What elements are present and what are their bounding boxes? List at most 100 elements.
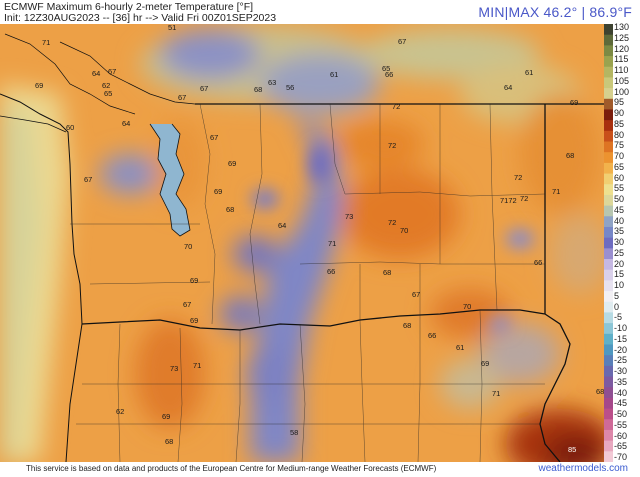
min-max-readout: MIN|MAX 46.2° | 86.9°F [478,4,632,20]
colorbar-tick-label: 5 [614,290,620,301]
colorbar-swatch [604,387,613,399]
map-value-label: 67 [178,93,187,102]
colorbar-tick-label: 35 [614,226,625,237]
colorbar-swatch [604,184,613,196]
colorbar-swatch [604,56,613,68]
map-value-label: 51 [168,24,177,32]
map-value-label: 69 [214,187,223,196]
colorbar-swatch [604,344,613,356]
map-value-label: 61 [525,68,534,77]
map-value-label: 66 [327,267,336,276]
map-value-label: 69 [190,276,199,285]
colorbar-tick-label: -15 [614,333,628,344]
map-value-label: 64 [122,119,131,128]
temperature-field [0,24,604,462]
colorbar-swatch [604,408,613,420]
map-value-label: 62 [116,407,125,416]
colorbar-tick-label: 10 [614,280,625,290]
colorbar-tick-label: 130 [614,22,630,32]
colorbar-swatch [604,45,613,57]
colorbar-tick-label: -55 [614,419,628,430]
map-value-label: 72 [514,173,523,182]
colorbar-tick-label: 50 [614,194,625,204]
map-value-label: 64 [92,69,101,78]
colorbar-tick-label: 85 [614,118,625,129]
colorbar-tick-label: 15 [614,269,625,280]
colorbar-swatch [604,194,613,207]
map-value-label: 72 [392,102,401,111]
map-value-label: 69 [35,81,44,90]
colorbar-tick-label: 30 [614,237,625,247]
colorbar-swatch [604,98,613,110]
colorbar-swatch [604,333,613,345]
colorbar-strip [604,24,613,462]
map-value-label: 68 [165,437,174,446]
colorbar-swatch [604,34,613,46]
map-value-label: 65 [104,89,113,98]
colorbar-swatch [604,88,613,100]
brand-link[interactable]: weathermodels.com [538,463,628,474]
colorbar-tick-label: 105 [614,75,630,86]
map-value-label: 67 [200,84,209,93]
colorbar-swatch [604,162,613,175]
map-value-label: 68 [254,85,263,94]
colorbar-swatch [604,141,613,153]
colorbar-swatch [604,24,613,36]
colorbar-swatch [604,130,613,143]
map-value-label: 85 [568,445,577,454]
colorbar-legend: 130 125 120 115 110 105 100 95 90 85 80 75 70 65 60 55 5… [604,22,640,462]
colorbar-tick-label: 110 [614,65,629,75]
map-value-label: 69 [570,98,579,107]
colorbar-tick-label: -20 [614,344,628,355]
colorbar-tick-label: -25 [614,355,628,366]
colorbar-tick-label: 45 [614,204,625,215]
colorbar-swatch [604,259,613,271]
colorbar-swatch [604,237,613,249]
colorbar-swatch [604,216,613,228]
colorbar-swatch [604,280,613,292]
map-value-label: 64 [504,83,513,92]
colorbar-swatch [604,451,613,462]
colorbar-tick-label: 120 [614,43,630,54]
colorbar-swatch [604,312,613,324]
colorbar-tick-label: 100 [614,86,630,97]
colorbar-tick-label: 60 [614,172,625,183]
or-id-border [539,313,571,462]
colorbar-tick-label: 20 [614,258,625,269]
colorbar-tick-label: 65 [614,161,625,172]
map-value-label: 73 [170,364,179,373]
init-valid-line: Init: 12Z30AUG2023 -- [36] hr --> Valid … [4,12,277,24]
temperature-map: 51 71 67 61 65 66 64 67 69 62 63 67 68 5… [0,24,604,462]
colorbar-swatch [604,419,613,431]
colorbar-swatch [604,173,613,185]
colorbar-tick-label: -60 [614,430,628,441]
map-value-label: 67 [84,175,93,184]
colorbar-tick-label: -40 [614,387,628,398]
map-value-label: 64 [278,221,287,230]
colorbar-swatch [604,152,613,164]
map-value-label: 68 [226,205,235,214]
colorbar-tick-label: -65 [614,441,628,452]
map-value-label: 69 [228,159,237,168]
map-value-label: 68 [566,151,575,160]
colorbar-swatch [604,120,613,132]
colorbar-swatch [604,323,613,335]
map-value-label: 66 [385,70,394,79]
colorbar-tick-label: 95 [614,97,625,108]
map-value-label: 69 [481,359,490,368]
colorbar-swatch [604,226,613,239]
colorbar-tick-label: 0 [614,301,620,312]
colorbar-tick-label: 25 [614,247,625,258]
map-value-label: 67 [412,290,421,299]
map-value-label: 71 [42,38,51,47]
map-value-label: 70 [184,242,193,251]
map-value-label: 63 [268,78,277,87]
colorbar-tick-label: 115 [614,54,629,65]
map-value-label: 72 [520,194,529,203]
map-value-label: 71 [552,187,561,196]
map-value-label: 71 [328,239,337,248]
colorbar-tick-label: -10 [614,323,628,333]
colorbar-swatch [604,397,613,410]
map-value-label: 68 [403,321,412,330]
colorbar-swatch [604,301,613,313]
